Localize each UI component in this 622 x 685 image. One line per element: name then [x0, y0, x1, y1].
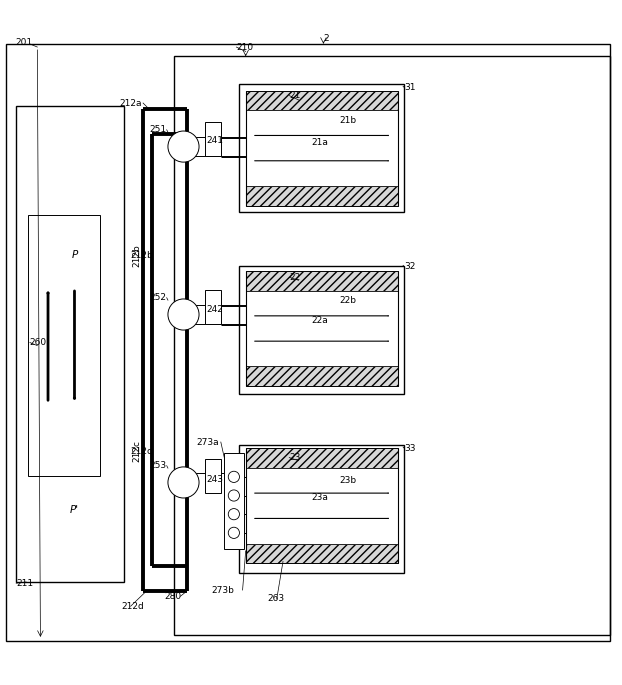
Text: 211: 211 [16, 580, 34, 588]
Text: P: P [72, 251, 78, 260]
Text: 280: 280 [165, 592, 182, 601]
Bar [246, 271, 398, 290]
Bar [246, 366, 398, 386]
Text: 23a: 23a [311, 493, 328, 503]
Text: 210: 210 [236, 42, 254, 51]
Text: 212d: 212d [121, 601, 144, 611]
Text: 273b: 273b [211, 586, 234, 595]
Text: 31: 31 [404, 83, 415, 92]
Bar [205, 459, 221, 493]
Bar [239, 445, 404, 573]
Bar [239, 266, 404, 393]
Bar [246, 448, 398, 468]
Text: 21: 21 [289, 91, 300, 100]
Text: P': P' [70, 506, 79, 515]
Bar [16, 106, 124, 582]
Bar [246, 468, 398, 544]
Text: 212b: 212b [131, 251, 154, 260]
Text: 212c: 212c [132, 440, 141, 462]
Text: 242: 242 [207, 305, 223, 314]
Text: 23: 23 [289, 453, 300, 462]
Text: 201: 201 [16, 38, 33, 47]
Text: 22: 22 [289, 273, 300, 282]
Bar [174, 56, 610, 635]
Circle shape [168, 299, 199, 330]
Text: 273a: 273a [197, 438, 219, 447]
Text: 21b: 21b [339, 116, 356, 125]
Bar [246, 110, 398, 186]
Text: 243: 243 [207, 475, 223, 484]
Circle shape [228, 508, 239, 520]
Circle shape [228, 527, 239, 538]
Text: 22b: 22b [339, 296, 356, 305]
Bar [205, 290, 221, 324]
Bar [246, 186, 398, 206]
Circle shape [228, 490, 239, 501]
Bar [246, 544, 398, 563]
Bar [224, 453, 244, 549]
Text: 2: 2 [323, 34, 329, 43]
Bar [246, 90, 398, 110]
Text: 23b: 23b [339, 476, 356, 485]
Circle shape [228, 471, 239, 482]
Text: 251: 251 [149, 125, 167, 134]
Bar [246, 290, 398, 366]
Bar [239, 84, 404, 212]
Text: 32: 32 [404, 262, 415, 271]
Bar [205, 122, 221, 156]
Text: 260: 260 [30, 338, 47, 347]
Text: 241: 241 [207, 136, 223, 145]
Bar [28, 215, 100, 476]
Text: 22a: 22a [311, 316, 328, 325]
Text: 212b: 212b [132, 244, 141, 266]
Text: 33: 33 [404, 444, 415, 453]
Circle shape [168, 467, 199, 498]
Text: 212c: 212c [131, 447, 152, 456]
Text: 21a: 21a [311, 138, 328, 147]
Circle shape [168, 131, 199, 162]
Text: 263: 263 [267, 595, 285, 603]
Text: 252: 252 [150, 293, 167, 302]
Text: 253: 253 [149, 461, 167, 470]
Text: 212a: 212a [119, 99, 142, 108]
